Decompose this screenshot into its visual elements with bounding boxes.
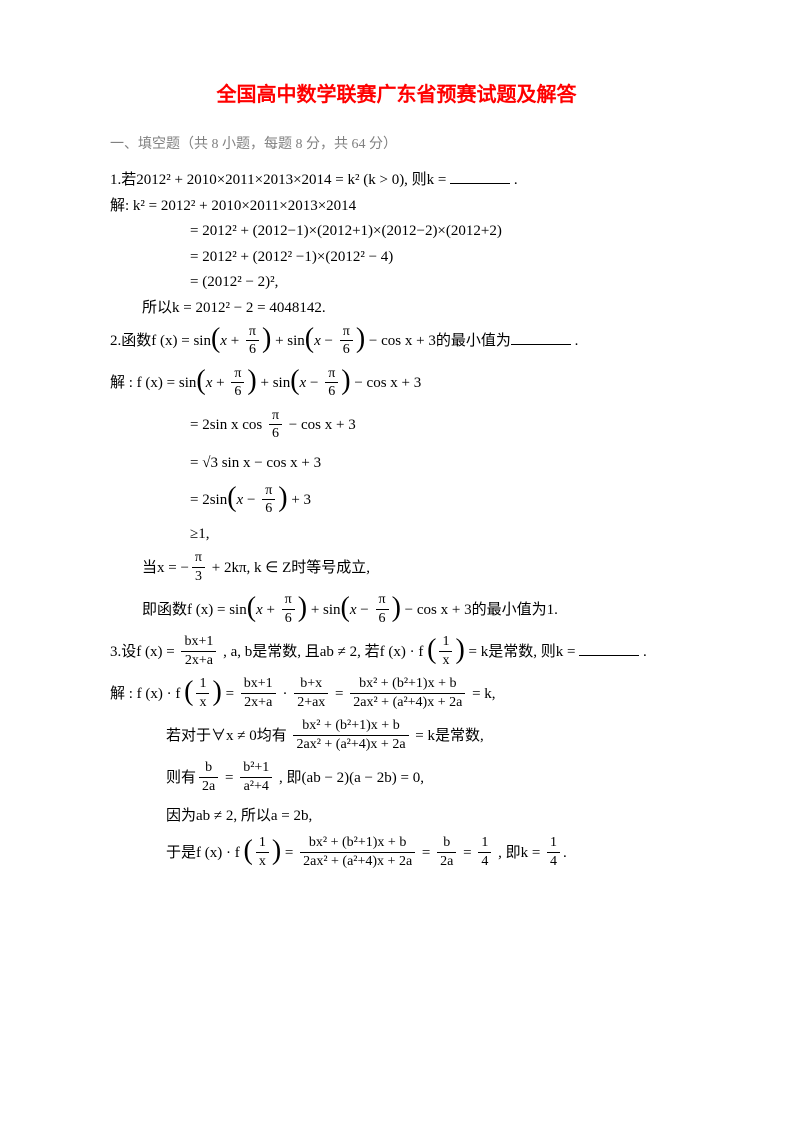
q2-sol: 解 : f (x) = sin(x + π6) + sin(x − π6) − …: [110, 364, 683, 403]
q1-step1: = 2012² + (2012−1)×(2012+1)×(2012−2)×(20…: [110, 220, 683, 243]
q2-statement: 2.函数f (x) = sin(x + π6) + sin(x − π6) − …: [110, 322, 683, 361]
q3-statement: 3.设f (x) = bx+12x+a , a, b是常数, 且ab ≠ 2, …: [110, 633, 683, 672]
q3-because: 因为ab ≠ 2, 所以a = 2b,: [110, 801, 683, 831]
q3-final: 于是f (x) · f (1x) = bx² + (b²+1)x + b2ax²…: [110, 834, 683, 873]
q3-then: 则有b2a = b²+1a²+4 , 即(ab − 2)(a − 2b) = 0…: [110, 759, 683, 798]
q1-statement: 1.若2012² + 2010×2011×2013×2014 = k² (k >…: [110, 169, 683, 192]
q1-final: 所以k = 2012² − 2 = 4048142.: [110, 297, 683, 320]
page-title: 全国高中数学联赛广东省预赛试题及解答: [110, 80, 683, 110]
q2-step4: ≥1,: [110, 523, 683, 546]
q1-step2: = 2012² + (2012² −1)×(2012² − 4): [110, 246, 683, 269]
q3-cond: 若对于∀x ≠ 0均有 bx² + (b²+1)x + b2ax² + (a²+…: [110, 717, 683, 756]
q2-final: 即函数f (x) = sin(x + π6) + sin(x − π6) − c…: [110, 591, 683, 630]
q1-sol-label: 解: k² = 2012² + 2010×2011×2013×2014: [110, 195, 683, 218]
q2-step2: = √3 sin x − cos x + 3: [110, 448, 683, 478]
section-heading: 一、填空题（共 8 小题，每题 8 分，共 64 分）: [110, 134, 683, 155]
q2-step1: = 2sin x cos π6 − cos x + 3: [110, 406, 683, 445]
q2-cond: 当x = −π3 + 2kπ, k ∈ Z时等号成立,: [110, 549, 683, 588]
q3-sol: 解 : f (x) · f (1x) = bx+12x+a · b+x2+ax …: [110, 675, 683, 714]
q1-step3: = (2012² − 2)²,: [110, 271, 683, 294]
q2-step3: = 2sin(x − π6) + 3: [110, 481, 683, 520]
